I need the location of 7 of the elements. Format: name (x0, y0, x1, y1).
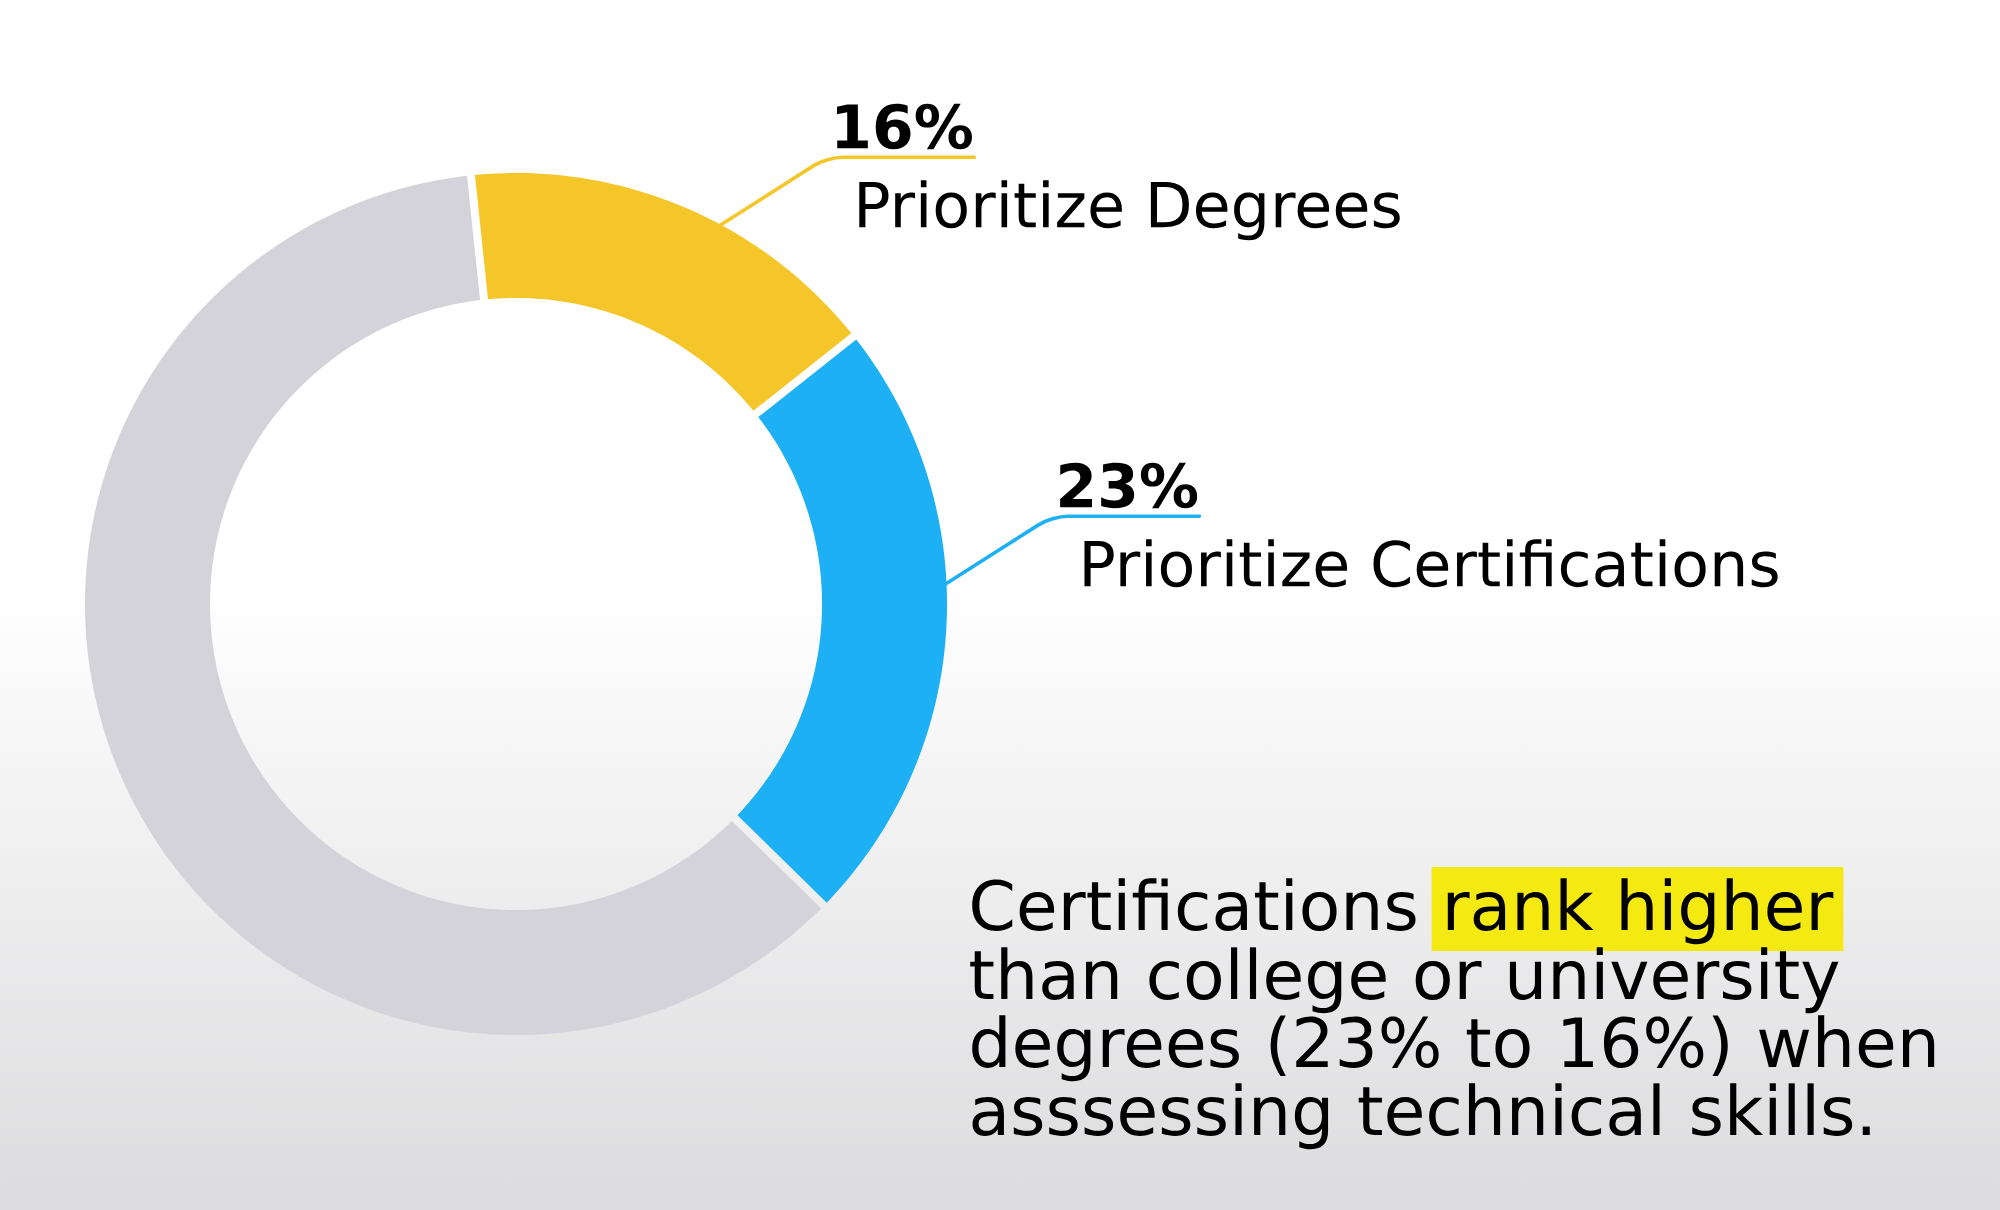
data-label: 16% (836, 103, 972, 150)
data-label: 23% (1060, 462, 1198, 509)
text: Certifications (972, 878, 1416, 931)
text: than college or university degrees (23% to 16%) when asssessing technical skills. (970, 947, 1935, 1150)
text: rank higher (1447, 878, 1834, 945)
slice-label: Prioritize Degrees (859, 180, 1400, 241)
slice-label: Prioritize Certifications (1084, 539, 1778, 588)
